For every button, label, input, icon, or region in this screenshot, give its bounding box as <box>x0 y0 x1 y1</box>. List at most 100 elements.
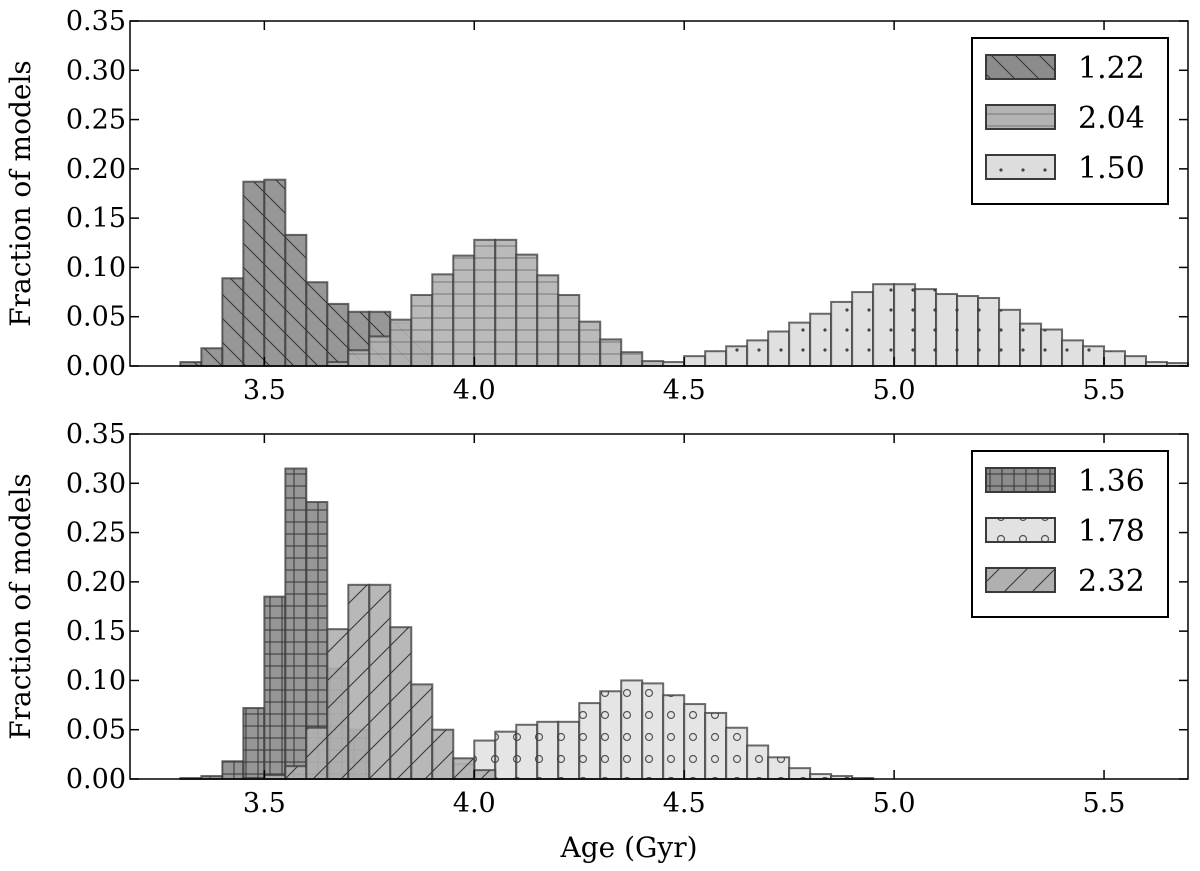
top-bar-hatch-1-22-6 <box>305 281 329 368</box>
top-bar-hatch-1-50-5 <box>767 330 791 367</box>
bottom-ytick-label: 0.25 <box>66 518 126 549</box>
top-ytick-label: 0.35 <box>66 6 126 37</box>
top-legend-label: 2.04 <box>1078 101 1145 136</box>
top-bar-hatch-2-04-5 <box>431 273 455 368</box>
bottom-xtick-label: 4.5 <box>663 788 706 819</box>
top-histogram-panel: 0.00 0.05 0.10 0.15 0.20 0.25 0.30 0.35 3.5 4.0 4.… <box>4 6 1189 406</box>
bottom-bar-hatch-1-78-10 <box>662 694 686 781</box>
top-bar-hatch-1-50-9 <box>851 291 875 368</box>
top-bar-hatch-1-50-3 <box>725 345 749 367</box>
top-bar-hatch-1-50-10 <box>872 283 896 367</box>
bottom-axes-frame <box>129 433 1189 780</box>
bottom-ytick-label: 0.15 <box>66 616 126 647</box>
bottom-ytick-label: 0.00 <box>66 764 126 795</box>
bottom-legend: 1.36 1.78 2.32 <box>971 450 1169 618</box>
top-bar-hatch-1-22-7 <box>326 302 350 367</box>
top-bar-hatch-1-50-14 <box>956 295 980 367</box>
bottom-bar-hatch-1-78-3 <box>515 723 539 780</box>
top-ytick-label: 0.10 <box>66 252 126 283</box>
top-bar-hatch-1-50-1 <box>683 355 707 367</box>
bottom-legend-entry-1-36: 1.36 <box>985 464 1145 499</box>
bottom-bar-hatch-1-78-7 <box>599 690 623 780</box>
bottom-bar-hatch-2-32-3 <box>305 726 329 780</box>
bottom-bar-hatch-2-32-7 <box>389 626 413 781</box>
top-bar-hatch-2-04-7 <box>473 238 497 367</box>
top-xtick-label: 4.5 <box>663 375 706 406</box>
bottom-ytick-label: 0.10 <box>66 665 126 696</box>
top-bar-hatch-1-50-19 <box>1061 339 1085 367</box>
top-bar-hatch-1-50-2 <box>704 350 728 368</box>
x-axis-label: Age (Gyr) <box>559 831 697 864</box>
top-xtick-label: 4.0 <box>453 375 496 406</box>
top-bar-hatch-1-50-20 <box>1082 345 1106 367</box>
top-ytick-label: 0.25 <box>66 105 126 136</box>
top-bar-hatch-1-22-4 <box>263 178 287 367</box>
bottom-ytick-label: 0.35 <box>66 419 126 450</box>
top-bar-hatch-2-04-13 <box>599 338 623 367</box>
top-xtick-label: 5.0 <box>873 375 916 406</box>
bottom-legend-swatch-hatch <box>985 517 1056 543</box>
top-bar-hatch-2-04-1 <box>347 349 371 368</box>
top-bar-hatch-2-04-2 <box>368 335 392 367</box>
top-bar-hatch-1-50-8 <box>830 300 854 367</box>
bottom-bar-hatch-1-78-5 <box>557 720 581 780</box>
bottom-legend-label: 2.32 <box>1078 564 1145 599</box>
top-bar-hatch-2-04-10 <box>536 274 560 368</box>
bottom-bar-hatch-1-78-11 <box>683 703 707 780</box>
bottom-xtick-label: 4.0 <box>453 788 496 819</box>
top-bar-hatch-2-04-11 <box>557 294 581 367</box>
top-legend-label: 1.22 <box>1078 51 1145 86</box>
bottom-ticks: 0.00 0.05 0.10 0.15 0.20 0.25 0.30 0.35 3.5 4.0 4.… <box>66 419 1188 819</box>
top-bar-hatch-2-04-14 <box>620 351 644 368</box>
bottom-bar-hatch-1-78-12 <box>704 711 728 781</box>
bottom-bar-hatch-2-32-11 <box>473 769 497 781</box>
bottom-series-2-32 <box>242 583 497 781</box>
bottom-ytick-label: 0.30 <box>66 468 126 499</box>
top-bar-hatch-2-04-6 <box>452 254 476 368</box>
bottom-bar-hatch-1-78-15 <box>767 756 791 780</box>
top-bar-hatch-1-50-18 <box>1040 328 1064 367</box>
bottom-legend-entry-1-78: 1.78 <box>985 514 1145 549</box>
bottom-bar-hatch-2-32-8 <box>410 683 434 780</box>
top-xtick-label: 3.5 <box>243 375 286 406</box>
bottom-legend-label: 1.78 <box>1078 514 1145 549</box>
bottom-y-axis-label: Fraction of models <box>4 473 37 740</box>
bottom-legend-swatch-hatch <box>985 567 1056 593</box>
top-ytick-label: 0.05 <box>66 302 126 333</box>
top-series-1-50 <box>662 283 1189 368</box>
top-bar-hatch-1-22-3 <box>242 180 266 367</box>
bottom-bar-hatch-1-78-2 <box>494 730 518 781</box>
bottom-bar-hatch-1-78-8 <box>620 679 644 781</box>
bottom-bar-hatch-2-32-10 <box>452 757 476 780</box>
bottom-bar-hatch-1-78-6 <box>578 702 602 780</box>
top-ytick-label: 0.30 <box>66 55 126 86</box>
bottom-bar-hatch-2-32-5 <box>347 583 371 780</box>
top-ytick-label: 0.20 <box>66 154 126 185</box>
top-bar-hatch-1-50-17 <box>1019 322 1043 368</box>
top-ticks: 0.00 0.05 0.10 0.15 0.20 0.25 0.30 0.35 3.5 4.0 4.… <box>66 6 1188 406</box>
bottom-ytick-label: 0.20 <box>66 567 126 598</box>
top-y-axis-label: Fraction of models <box>4 60 37 327</box>
top-legend-entry-1-22: 1.22 <box>985 51 1145 86</box>
top-ytick-label: 0.15 <box>66 203 126 234</box>
bottom-bar-hatch-1-36-4 <box>263 595 287 781</box>
top-series-2-04 <box>326 238 665 368</box>
bottom-legend-label: 1.36 <box>1078 464 1145 499</box>
top-bar-hatch-2-04-8 <box>494 238 518 367</box>
bottom-xtick-label: 3.5 <box>243 788 286 819</box>
top-bar-hatch-1-22-1 <box>200 347 224 367</box>
bottom-legend-entry-2-32: 2.32 <box>985 564 1145 599</box>
top-bar-hatch-2-04-12 <box>578 320 602 367</box>
bottom-bar-hatch-1-78-14 <box>746 744 770 781</box>
bottom-bar-hatch-2-32-2 <box>284 765 308 781</box>
top-legend-swatch-hatch <box>985 54 1056 80</box>
top-bar-hatch-1-50-13 <box>935 293 959 367</box>
top-xtick-label: 5.5 <box>1083 375 1126 406</box>
top-legend-swatch-hatch <box>985 154 1056 180</box>
top-bar-hatch-1-50-16 <box>998 308 1022 368</box>
top-bar-hatch-1-50-21 <box>1103 350 1127 368</box>
top-bar-hatch-1-50-22 <box>1124 355 1148 367</box>
bottom-bar-hatch-2-32-6 <box>368 583 392 780</box>
bottom-bar-hatch-2-32-9 <box>431 728 455 781</box>
